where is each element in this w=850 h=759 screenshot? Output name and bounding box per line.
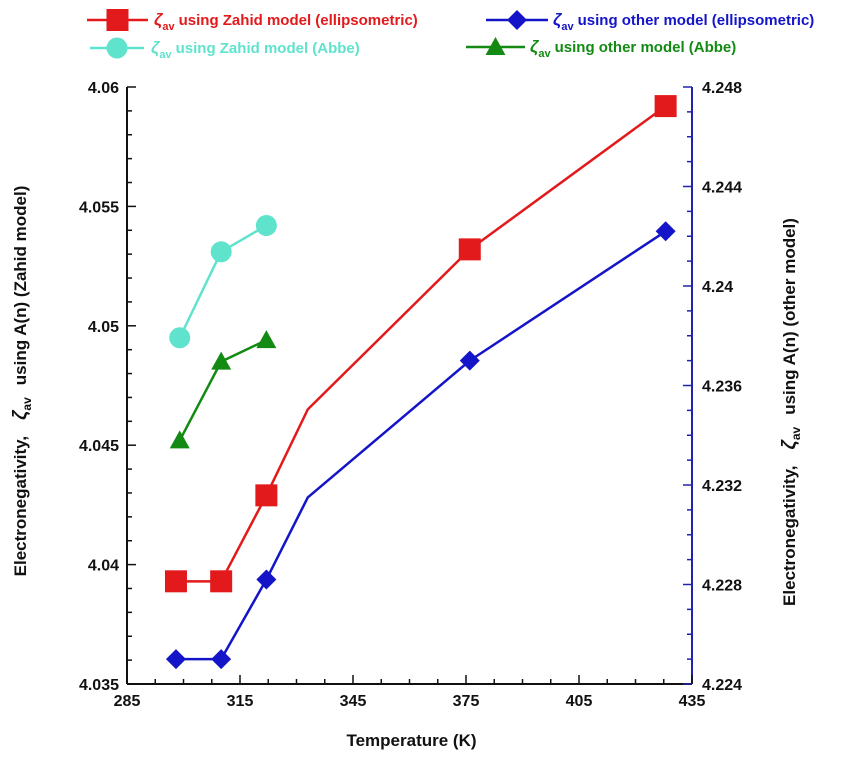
data-point-triangle: [211, 351, 232, 370]
data-point-circle: [210, 241, 232, 263]
legend-label: ζav using Zahid model (Abbe): [151, 38, 360, 61]
x-axis-title: Temperature (K): [346, 731, 476, 750]
x-tick-label: 285: [114, 693, 141, 710]
y-left-tick-label: 4.055: [79, 199, 119, 216]
y-right-tick-label: 4.244: [702, 180, 742, 197]
y-right-tick-label: 4.24: [702, 279, 733, 296]
y-left-tick-label: 4.05: [88, 319, 119, 336]
y-axis-right-title-prefix: Electronegativity,: [780, 466, 799, 606]
data-point-diamond: [459, 350, 480, 371]
series-2: [165, 221, 676, 670]
legend-subscript: av: [538, 48, 551, 60]
legend-item: ζav using other model (ellipsometric): [486, 10, 814, 33]
legend-label: ζav using other model (ellipsometric): [553, 10, 814, 33]
x-tick-label: 405: [566, 693, 593, 710]
legend-marker-circle: [106, 37, 128, 59]
y-axis-left-title-suffix: using A(n) (Zahid model): [11, 186, 30, 386]
legend-item: ζav using Zahid model (ellipsometric): [87, 9, 418, 33]
y-axis-left-title-symbol: ζ: [10, 409, 31, 420]
data-point-square: [210, 570, 233, 593]
x-tick-label: 315: [227, 693, 254, 710]
data-point-square: [255, 484, 278, 507]
legend-marker-square: [106, 9, 129, 31]
legend-series-name: using Zahid model (ellipsometric): [179, 12, 418, 29]
plot-area: [164, 95, 677, 670]
x-tick-label: 435: [679, 693, 706, 710]
data-point-square: [164, 570, 187, 593]
legend-subscript: av: [162, 21, 175, 33]
data-point-square: [654, 95, 677, 118]
y-axis-left-title: Electronegativity, ζav using A(n) (Zahid m…: [10, 186, 34, 577]
y-axis-right-title: Electronegativity, ζav using A(n) (other m…: [779, 218, 803, 606]
series-0: [164, 95, 677, 593]
x-tick-label: 375: [453, 693, 480, 710]
data-point-circle: [255, 215, 277, 237]
legend-item: ζav using other model (Abbe): [466, 37, 736, 60]
legend-marker-diamond: [507, 10, 527, 30]
y-right-tick-label: 4.236: [702, 379, 742, 396]
y-axis-right-title-subscript: av: [789, 426, 803, 440]
legend-series-name: using Zahid model (Abbe): [176, 40, 360, 57]
y-axis-right-title-symbol: ζ: [779, 439, 800, 450]
data-point-diamond: [655, 221, 676, 242]
y-right-tick-label: 4.232: [702, 478, 742, 495]
y-left-tick-label: 4.04: [88, 558, 119, 575]
y-right-tick-label: 4.224: [702, 677, 742, 694]
series-3: [169, 330, 277, 449]
legend-symbol: ζ: [553, 10, 563, 29]
legend-subscript: av: [561, 21, 574, 33]
legend-subscript: av: [159, 49, 172, 61]
y-axis-left-title-prefix: Electronegativity,: [11, 436, 30, 576]
legend-label: ζav using Zahid model (ellipsometric): [154, 10, 418, 33]
legend-symbol: ζ: [530, 37, 540, 56]
y-axis-right-title-suffix: using A(n) (other model): [780, 218, 799, 415]
legend-series-name: using other model (ellipsometric): [578, 12, 815, 29]
legend-label: ζav using other model (Abbe): [530, 37, 736, 60]
y-left-tick-label: 4.045: [79, 438, 119, 455]
series-line: [175, 230, 667, 661]
y-right-tick-label: 4.228: [702, 578, 742, 595]
series-1: [169, 215, 277, 349]
series-line: [175, 105, 667, 583]
y-left-tick-label: 4.035: [79, 677, 119, 694]
data-point-square: [458, 238, 481, 261]
legend-series-name: using other model (Abbe): [555, 39, 737, 56]
y-left-tick-label: 4.06: [88, 80, 119, 97]
data-point-diamond: [211, 649, 232, 670]
axes: 285 315 345 375 405 435 4.035 4.04 4.045 4.05 4.05…: [10, 80, 803, 750]
data-point-triangle: [169, 430, 190, 449]
legend-marker-triangle: [485, 37, 506, 55]
legend: ζav using Zahid model (ellipsometric)ζav u…: [87, 9, 814, 61]
legend-symbol: ζ: [151, 38, 161, 57]
data-point-diamond: [256, 569, 277, 590]
y-right-tick-label: 4.248: [702, 80, 742, 97]
x-tick-label: 345: [340, 693, 367, 710]
data-point-circle: [169, 327, 191, 349]
legend-item: ζav using Zahid model (Abbe): [90, 37, 360, 61]
legend-symbol: ζ: [154, 10, 164, 29]
y-axis-left-title-subscript: av: [20, 397, 34, 411]
data-point-diamond: [165, 649, 186, 670]
data-point-triangle: [256, 330, 277, 349]
